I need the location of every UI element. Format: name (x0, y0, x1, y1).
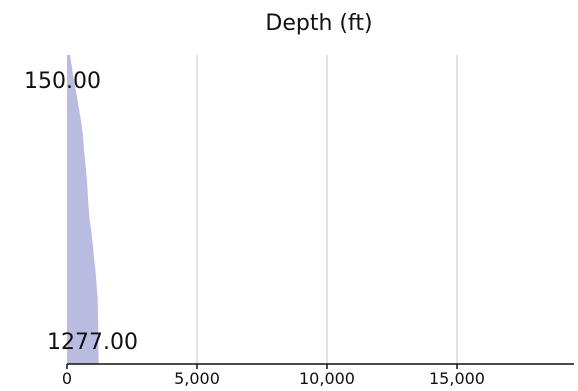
chart-title: Depth (ft) (265, 11, 372, 36)
x-tick-label-1: 5,000 (174, 369, 220, 388)
x-tick-label-3: 15,000 (429, 369, 485, 388)
area-series-0 (67, 55, 99, 364)
x-tick-label-2: 10,000 (299, 369, 355, 388)
bottom-depth-label: 1277.00 (47, 330, 138, 355)
grid-lines (196, 55, 458, 364)
x-tick-label-0: 0 (62, 369, 72, 388)
x-axis-ticks: 0 5,000 10,000 15,000 (62, 364, 485, 388)
top-depth-label: 150.00 (24, 69, 101, 94)
area-series (67, 55, 99, 364)
